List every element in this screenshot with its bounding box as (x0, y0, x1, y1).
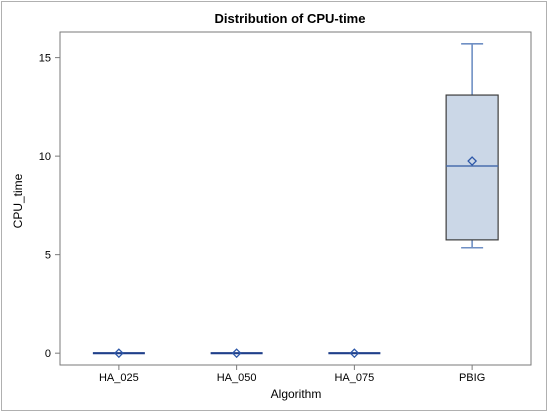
iqr-box (445, 94, 499, 241)
y-axis-label: CPU_time (11, 173, 25, 228)
y-tick-label: 5 (45, 250, 51, 262)
box-ha-025 (92, 348, 145, 359)
mean-marker (113, 348, 124, 359)
box-ha-050 (210, 348, 263, 359)
mean-marker (231, 348, 242, 359)
mean-marker (349, 348, 360, 359)
box-series (92, 43, 499, 359)
box-pbig (445, 43, 499, 249)
y-axis: 0 5 10 15 (39, 53, 60, 360)
chart-title: Distribution of CPU-time (215, 11, 366, 26)
x-tick-label: PBIG (459, 372, 485, 384)
x-axis: HA_025 HA_050 HA_075 PBIG (99, 365, 485, 384)
x-tick-label: HA_050 (217, 372, 257, 384)
x-tick-label: HA_025 (99, 372, 139, 384)
y-tick-label: 10 (39, 151, 51, 163)
x-axis-label: Algorithm (271, 387, 322, 401)
box-ha-075 (328, 348, 381, 359)
y-tick-label: 15 (39, 53, 51, 65)
y-tick-label: 0 (45, 348, 51, 360)
plot-area (59, 31, 532, 366)
x-tick-label: HA_075 (334, 372, 374, 384)
mean-marker (467, 156, 478, 166)
